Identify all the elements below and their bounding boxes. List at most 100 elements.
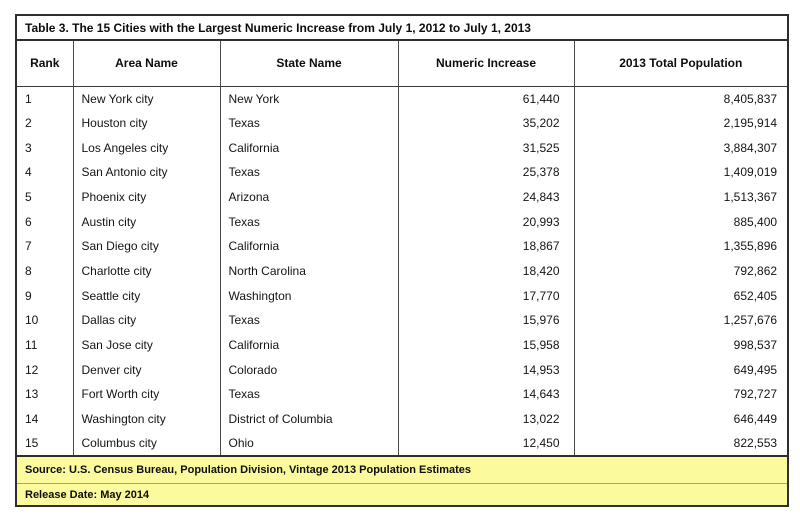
census-table: Table 3. The 15 Cities with the Largest … <box>15 14 790 507</box>
col-header-state-name: State Name <box>219 40 398 87</box>
cell-area-name: Seattle city <box>72 283 220 308</box>
cell-state-name: Texas <box>219 209 398 234</box>
table-row: 1 New York city New York 61,440 8,405,837 <box>16 86 789 111</box>
cell-total-population: 1,409,019 <box>573 159 789 185</box>
cell-numeric-increase: 17,770 <box>397 283 574 308</box>
cell-numeric-increase: 18,867 <box>397 233 574 259</box>
cell-numeric-increase: 25,378 <box>397 159 574 185</box>
table-row: 4 San Antonio city Texas 25,378 1,409,019 <box>16 159 789 185</box>
cell-state-name: Texas <box>219 159 398 185</box>
cell-rank: 10 <box>25 313 39 328</box>
footer-release-row: Release Date: May 2014 <box>16 483 789 506</box>
cell-numeric-increase: 13,022 <box>397 406 574 432</box>
cell-total-population: 792,727 <box>573 381 789 407</box>
cell-numeric-increase: 14,953 <box>397 357 574 382</box>
table-row: 9 Seattle city Washington 17,770 652,405 <box>16 283 789 308</box>
cell-numeric-increase: 15,958 <box>397 332 574 358</box>
cell-rank: 3 <box>25 140 32 155</box>
cell-state-name: Ohio <box>219 431 398 456</box>
cell-rank: 12 <box>25 362 39 377</box>
cell-area-name: Fort Worth city <box>72 381 220 407</box>
cell-state-name: Texas <box>219 110 398 136</box>
cell-state-name: North Carolina <box>219 258 398 284</box>
cell-rank: 4 <box>25 165 32 180</box>
cell-total-population: 885,400 <box>573 209 789 234</box>
cell-total-population: 8,405,837 <box>573 86 789 111</box>
cell-total-population: 649,495 <box>573 357 789 382</box>
cell-numeric-increase: 15,976 <box>397 307 574 333</box>
cell-area-name: San Jose city <box>72 332 220 358</box>
footer-source-row: Source: U.S. Census Bureau, Population D… <box>16 454 789 485</box>
cell-total-population: 792,862 <box>573 258 789 284</box>
table-row: 2 Houston city Texas 35,202 2,195,914 <box>16 110 789 136</box>
col-header-numeric-increase: Numeric Increase <box>397 40 574 87</box>
table-row: 3 Los Angeles city California 31,525 3,884,3… <box>16 135 789 160</box>
table-body: 1 New York city New York 61,440 8,405,837 2 Ho… <box>16 86 789 456</box>
table-row: 11 San Jose city California 15,958 998,537 <box>16 332 789 358</box>
cell-rank: 14 <box>25 411 39 426</box>
cell-state-name: District of Columbia <box>219 406 398 432</box>
table-row: 8 Charlotte city North Carolina 18,420 792,8… <box>16 258 789 284</box>
cell-state-name: California <box>219 233 398 259</box>
cell-area-name: Austin city <box>72 209 220 234</box>
table-title: Table 3. The 15 Cities with the Largest … <box>16 15 789 41</box>
cell-rank: 9 <box>25 288 32 303</box>
table-row: 15 Columbus city Ohio 12,450 822,553 <box>16 431 789 456</box>
cell-state-name: New York <box>219 86 398 111</box>
table-row: 5 Phoenix city Arizona 24,843 1,513,367 <box>16 184 789 210</box>
source-note: Source: U.S. Census Bureau, Population D… <box>16 454 789 485</box>
cell-area-name: Houston city <box>72 110 220 136</box>
cell-rank: 13 <box>25 387 39 402</box>
cell-area-name: New York city <box>72 86 220 111</box>
cell-numeric-increase: 20,993 <box>397 209 574 234</box>
col-header-area-name: Area Name <box>72 40 220 87</box>
cell-state-name: Texas <box>219 307 398 333</box>
table-row: 12 Denver city Colorado 14,953 649,495 <box>16 357 789 382</box>
cell-state-name: California <box>219 135 398 160</box>
cell-area-name: Washington city <box>72 406 220 432</box>
cell-area-name: Dallas city <box>72 307 220 333</box>
cell-numeric-increase: 12,450 <box>397 431 574 456</box>
cell-area-name: Los Angeles city <box>72 135 220 160</box>
table-row: 10 Dallas city Texas 15,976 1,257,676 <box>16 307 789 333</box>
cell-numeric-increase: 14,643 <box>397 381 574 407</box>
cell-rank: 7 <box>25 239 32 254</box>
cell-rank: 5 <box>25 189 32 204</box>
cell-rank: 8 <box>25 263 32 278</box>
col-header-rank: Rank <box>16 40 73 87</box>
cell-state-name: Washington <box>219 283 398 308</box>
cell-rank: 2 <box>25 115 32 130</box>
table-row: 7 San Diego city California 18,867 1,355,896 <box>16 233 789 259</box>
release-date-note: Release Date: May 2014 <box>16 483 789 506</box>
cell-total-population: 822,553 <box>573 431 789 456</box>
cell-total-population: 1,513,367 <box>573 184 789 210</box>
cell-area-name: Denver city <box>72 357 220 382</box>
cell-numeric-increase: 61,440 <box>397 86 574 111</box>
cell-numeric-increase: 31,525 <box>397 135 574 160</box>
cell-rank: 11 <box>25 337 38 352</box>
cell-total-population: 3,884,307 <box>573 135 789 160</box>
cell-total-population: 2,195,914 <box>573 110 789 136</box>
cell-rank: 1 <box>25 91 32 106</box>
title-row: Table 3. The 15 Cities with the Largest … <box>16 15 789 41</box>
header-row: Rank Area Name State Name Numeric Increa… <box>16 40 789 87</box>
cell-total-population: 998,537 <box>573 332 789 358</box>
table-row: 14 Washington city District of Columbia 13,… <box>16 406 789 432</box>
cell-rank: 6 <box>25 214 32 229</box>
cell-total-population: 1,355,896 <box>573 233 789 259</box>
cell-numeric-increase: 18,420 <box>397 258 574 284</box>
cell-total-population: 652,405 <box>573 283 789 308</box>
cell-rank: 15 <box>25 436 39 451</box>
cell-total-population: 1,257,676 <box>573 307 789 333</box>
table-row: 6 Austin city Texas 20,993 885,400 <box>16 209 789 234</box>
cell-area-name: Charlotte city <box>72 258 220 284</box>
cell-total-population: 646,449 <box>573 406 789 432</box>
cell-numeric-increase: 35,202 <box>397 110 574 136</box>
cell-state-name: Texas <box>219 381 398 407</box>
table-row: 13 Fort Worth city Texas 14,643 792,727 <box>16 381 789 407</box>
cell-area-name: San Diego city <box>72 233 220 259</box>
cell-state-name: Colorado <box>219 357 398 382</box>
col-header-total-population: 2013 Total Population <box>573 40 789 87</box>
cell-state-name: Arizona <box>219 184 398 210</box>
